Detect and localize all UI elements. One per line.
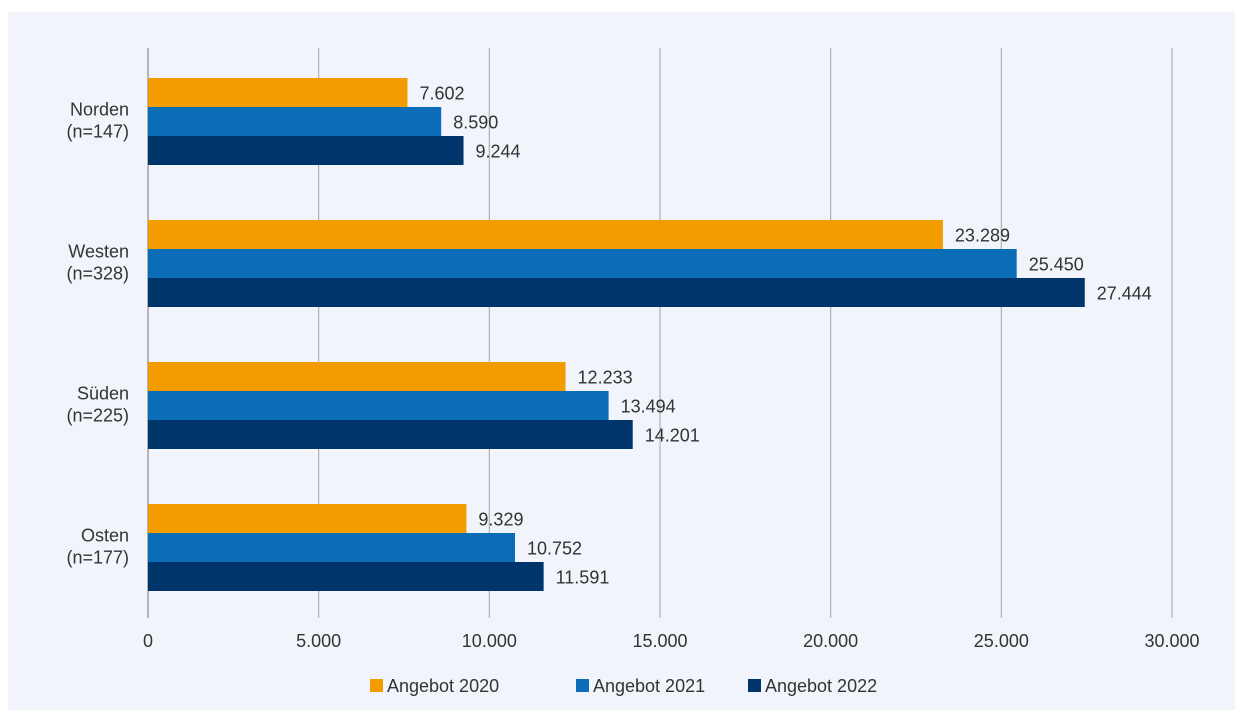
bar	[148, 278, 1085, 307]
bars	[148, 78, 1085, 591]
x-tick-label: 25.000	[974, 631, 1029, 651]
data-label: 13.494	[621, 397, 676, 417]
bar	[148, 562, 544, 591]
category-label: Norden (n=147)	[66, 100, 129, 142]
bar	[148, 362, 566, 391]
category-label: Süden (n=225)	[66, 384, 129, 426]
data-labels: 7.602 8.590 9.244 23.289 25.450 27.444 12.233 1…	[419, 84, 1151, 588]
x-tick-label: 15.000	[632, 631, 687, 651]
chart-panel: 7.602 8.590 9.244 23.289 25.450 27.444 12.233 1…	[8, 12, 1235, 710]
data-label: 27.444	[1097, 284, 1152, 304]
x-tick-label: 5.000	[296, 631, 341, 651]
bar	[148, 420, 633, 449]
bar	[148, 504, 467, 533]
data-label: 9.244	[476, 142, 521, 162]
bar	[148, 220, 943, 249]
x-tick-labels: 0 5.000 10.000 15.000 20.000 25.000 30.000	[143, 631, 1200, 651]
legend-swatch	[748, 679, 761, 692]
data-label: 25.450	[1029, 255, 1084, 275]
bar-chart: 7.602 8.590 9.244 23.289 25.450 27.444 12.233 1…	[66, 48, 1200, 696]
category-labels: Norden (n=147) Westen (n=328) Süden (n=225) Os…	[66, 100, 129, 568]
x-tick-label: 30.000	[1144, 631, 1199, 651]
bar	[148, 107, 442, 136]
legend-label: Angebot 2020	[387, 676, 499, 696]
data-label: 11.591	[556, 568, 610, 588]
x-tick-label: 20.000	[803, 631, 858, 651]
legend-label: Angebot 2021	[593, 676, 705, 696]
category-label: Westen (n=328)	[66, 242, 129, 284]
bar	[148, 249, 1017, 278]
bar	[148, 533, 516, 562]
x-tick-label: 0	[143, 631, 153, 651]
legend-item: Angebot 2021	[576, 676, 705, 696]
data-label: 10.752	[527, 539, 582, 559]
data-label: 12.233	[578, 368, 633, 388]
legend-item: Angebot 2022	[748, 676, 877, 696]
legend-swatch	[576, 679, 589, 692]
x-tick-label: 10.000	[462, 631, 517, 651]
data-label: 7.602	[419, 84, 464, 104]
legend-label: Angebot 2022	[765, 676, 877, 696]
bar	[148, 391, 609, 420]
data-label: 9.329	[478, 510, 523, 530]
bar	[148, 136, 464, 165]
category-label: Osten (n=177)	[66, 526, 129, 568]
data-label: 8.590	[453, 113, 498, 133]
data-label: 14.201	[645, 426, 700, 446]
legend-item: Angebot 2020	[370, 676, 499, 696]
data-label: 23.289	[955, 226, 1010, 246]
legend-swatch	[370, 679, 383, 692]
legend: Angebot 2020 Angebot 2021 Angebot 2022	[370, 676, 877, 696]
bar	[148, 78, 408, 107]
